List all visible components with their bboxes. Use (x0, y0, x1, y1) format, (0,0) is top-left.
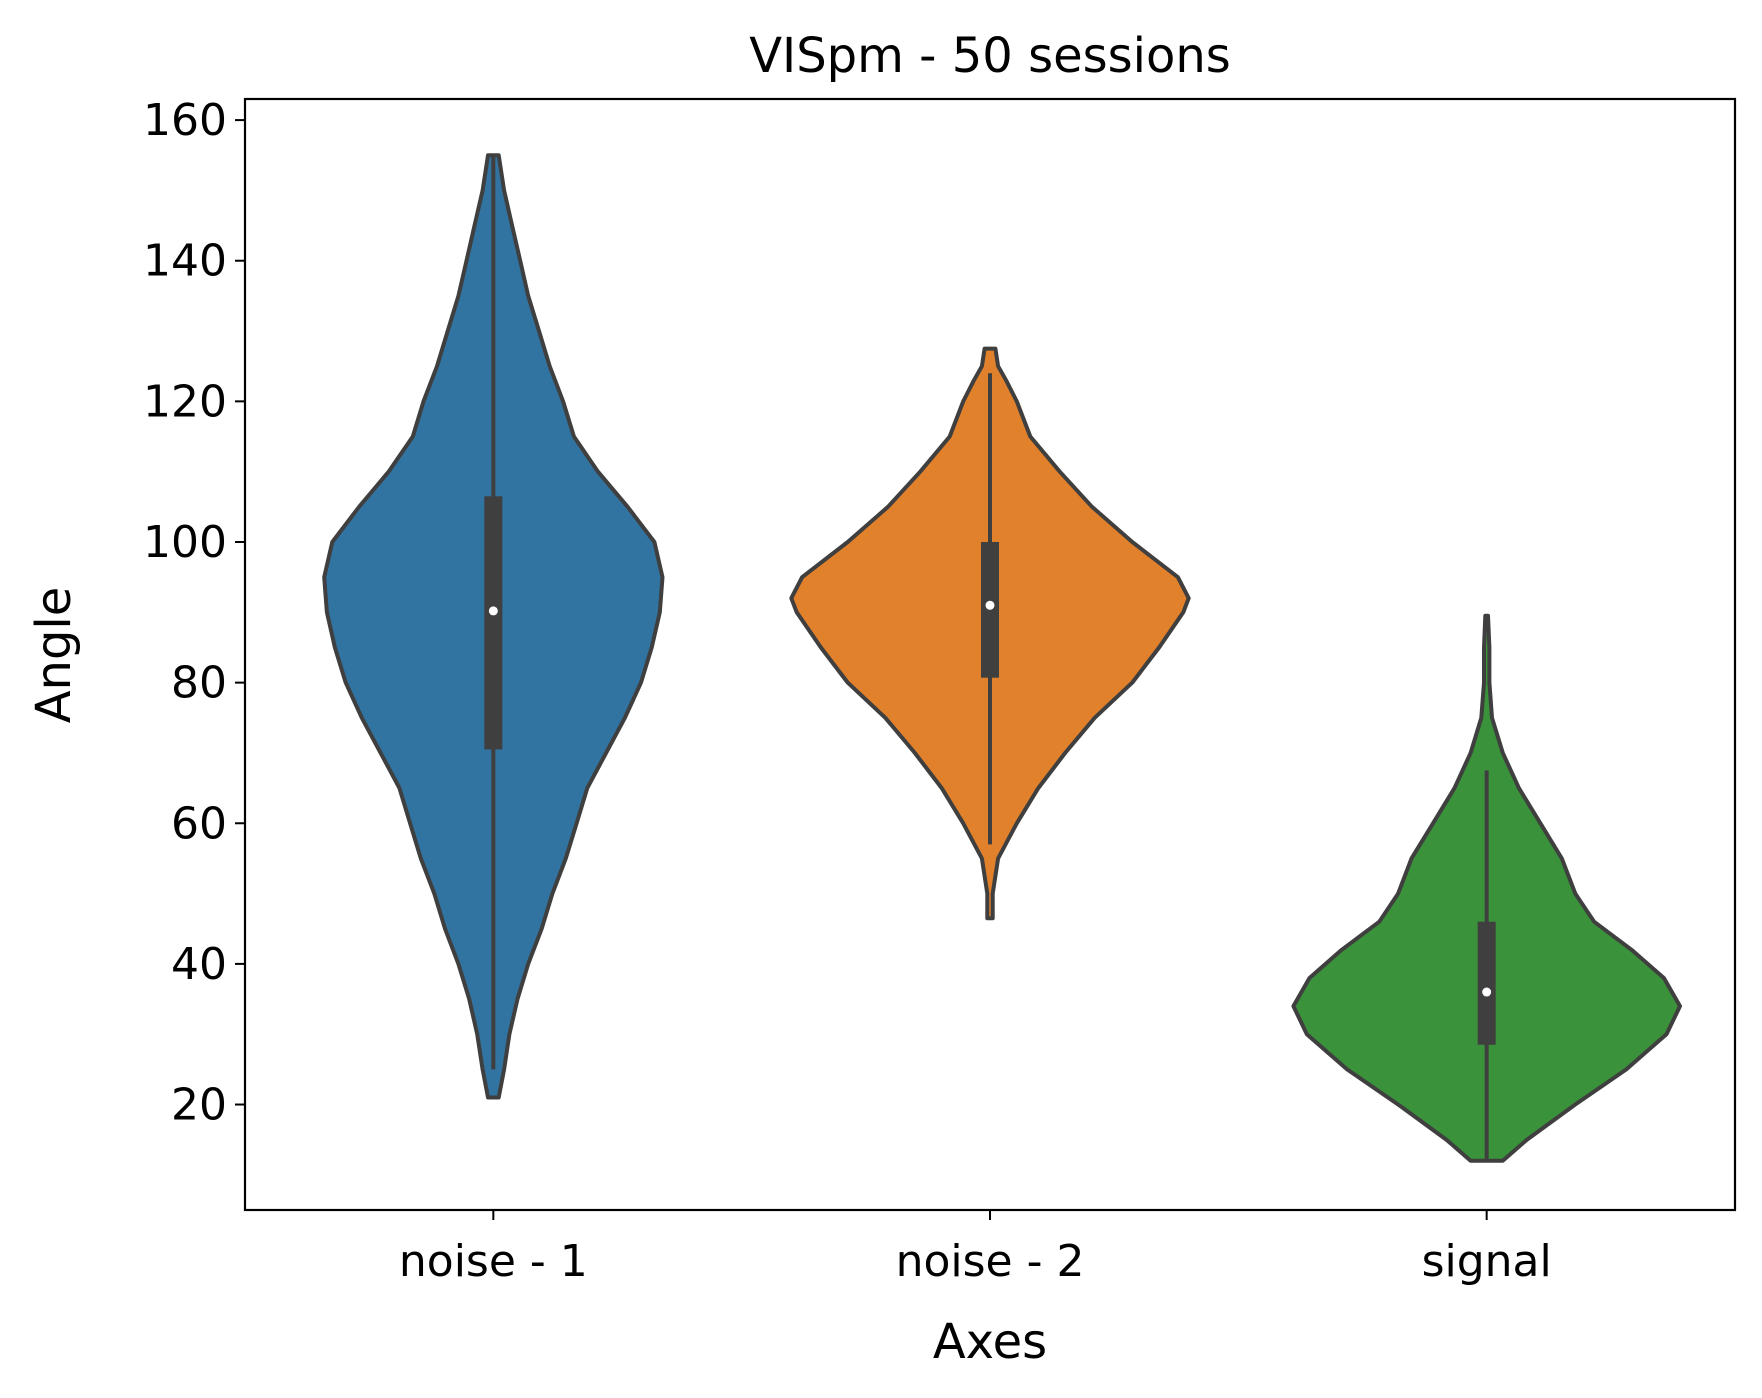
x-tick-label: noise - 1 (399, 1236, 588, 1287)
y-tick-label: 40 (171, 939, 227, 990)
violin-iqr-box (981, 541, 999, 678)
x-tick-label: noise - 2 (896, 1236, 1085, 1287)
x-axis: noise - 1 noise - 2 signal (399, 1210, 1552, 1287)
violin-median-dot (985, 600, 995, 610)
y-tick-label: 80 (171, 658, 227, 709)
violin-median-dot (1482, 987, 1492, 997)
x-tick-label: signal (1422, 1236, 1552, 1287)
y-tick-label: 60 (171, 798, 227, 849)
violin-iqr-box (484, 496, 503, 750)
y-tick-label: 100 (143, 517, 227, 568)
y-tick-label: 140 (143, 236, 227, 287)
y-tick-label: 160 (143, 95, 227, 146)
violin-iqr-box (1477, 921, 1496, 1045)
chart-title: VISpm - 50 sessions (749, 28, 1231, 84)
y-axis: 20 40 60 80 100 120 140 160 (143, 95, 245, 1131)
y-axis-label: Angle (26, 587, 82, 724)
violin-median-dot (488, 606, 498, 616)
y-tick-label: 120 (143, 376, 227, 427)
x-axis-label: Axes (933, 1314, 1047, 1370)
y-tick-label: 20 (171, 1080, 227, 1131)
violins-layer (322, 153, 1682, 1163)
